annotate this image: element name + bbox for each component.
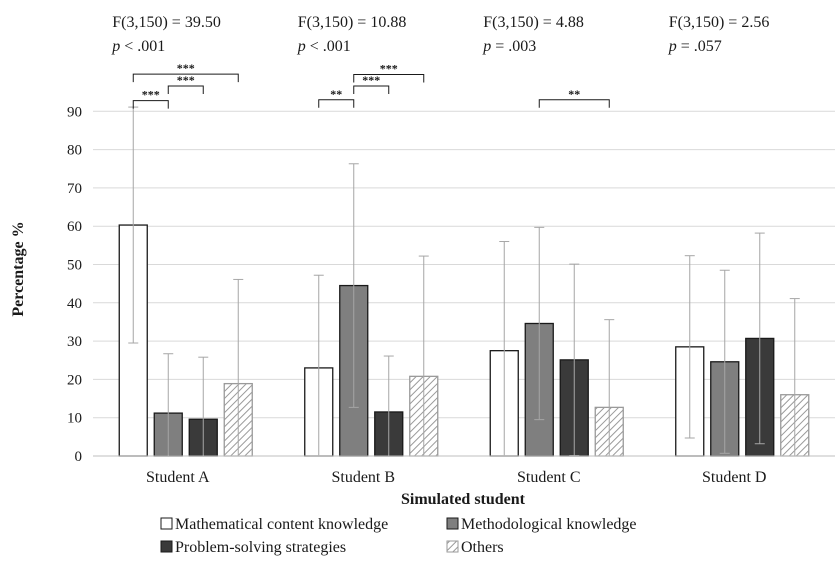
legend-item: Mathematical content knowledge	[160, 516, 388, 533]
error-bar	[754, 232, 765, 445]
error-bar	[233, 278, 244, 456]
legend-label: Problem-solving strategies	[175, 539, 346, 556]
significance-label: ***	[362, 73, 380, 87]
y-tick-label: 0	[75, 449, 83, 465]
significance-label: ***	[177, 61, 195, 75]
x-tick-label: Student C	[517, 469, 581, 486]
significance-label: **	[330, 87, 342, 101]
significance-label: **	[568, 87, 580, 101]
y-tick-label: 50	[67, 258, 82, 274]
error-bar	[604, 319, 615, 456]
significance-bracket: ***	[353, 73, 390, 95]
y-tick-label: 60	[67, 219, 82, 235]
error-bar	[719, 269, 730, 454]
error-bar	[684, 255, 695, 439]
significance-bracket: ***	[167, 73, 204, 95]
legend-label: Others	[461, 539, 504, 556]
significance-label: ***	[380, 62, 398, 76]
bracket-line	[132, 100, 169, 109]
error-bar	[499, 241, 510, 456]
f-statistic: F(3,150) = 10.88	[298, 14, 407, 31]
significance-label: ***	[177, 73, 195, 87]
legend-swatch	[160, 517, 173, 530]
bracket-line	[353, 74, 425, 83]
y-axis-ticks: 0 10 20 30 40 50 60 70 80 90	[67, 104, 82, 465]
legend-swatch	[446, 540, 459, 553]
error-bar	[534, 226, 545, 421]
x-tick-label: Student B	[331, 469, 395, 486]
y-tick-label: 80	[67, 143, 82, 159]
significance-bracket: ***	[132, 88, 169, 109]
p-value: p < .001	[297, 38, 351, 55]
significance-bracket: **	[318, 87, 355, 108]
bracket-line	[318, 99, 355, 108]
gridlines	[93, 110, 835, 419]
f-statistic: F(3,150) = 4.88	[483, 14, 584, 31]
p-value: p = .003	[482, 38, 536, 55]
legend-swatch	[160, 540, 173, 553]
legend-label: Methodological knowledge	[461, 516, 637, 533]
x-axis-ticks: Student A Student B Student C Student D	[146, 469, 767, 486]
legend-label: Mathematical content knowledge	[175, 516, 388, 533]
bracket-line	[132, 73, 239, 83]
significance-bracket: ***	[353, 62, 425, 83]
y-tick-label: 90	[67, 104, 82, 120]
bracket-line	[167, 85, 204, 95]
legend-swatch	[446, 517, 459, 530]
stats-annotations: F(3,150) = 39.50 p < .001 F(3,150) = 10.88…	[111, 14, 769, 55]
f-statistic: F(3,150) = 39.50	[112, 14, 221, 31]
legend-item: Methodological knowledge	[446, 516, 637, 533]
y-tick-label: 10	[67, 411, 82, 427]
error-bar	[789, 298, 800, 456]
bracket-line	[538, 99, 610, 108]
significance-label: ***	[142, 88, 160, 102]
y-tick-label: 30	[67, 334, 82, 350]
p-value: p < .001	[111, 38, 165, 55]
legend-item: Others	[446, 539, 504, 556]
y-tick-label: 70	[67, 181, 82, 197]
error-bar	[418, 255, 429, 456]
y-axis-label: Percentage %	[10, 221, 27, 316]
error-bar	[383, 355, 394, 456]
bars	[118, 224, 810, 457]
significance-bracket: ***	[132, 61, 239, 83]
x-axis-label: Simulated student	[401, 491, 526, 508]
x-tick-label: Student D	[702, 469, 766, 486]
x-tick-label: Student A	[146, 469, 210, 486]
p-value: p = .057	[668, 38, 722, 55]
f-statistic: F(3,150) = 2.56	[669, 14, 770, 31]
error-bar	[163, 353, 174, 456]
significance-brackets: *******************	[132, 61, 610, 109]
legend: Mathematical content knowledge Methodolog…	[160, 516, 637, 556]
error-bars	[128, 106, 800, 457]
bracket-line	[353, 85, 390, 95]
significance-bracket: **	[538, 87, 610, 108]
legend-item: Problem-solving strategies	[160, 539, 346, 556]
y-tick-label: 40	[67, 296, 82, 312]
error-bar	[198, 356, 209, 456]
y-tick-label: 20	[67, 372, 82, 388]
error-bar	[313, 274, 324, 456]
error-bar	[348, 163, 359, 408]
